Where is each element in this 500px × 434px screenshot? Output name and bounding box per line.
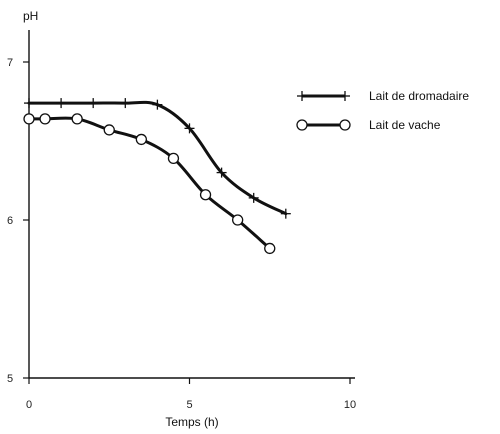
x-tick-label: 0 — [26, 399, 32, 411]
data-point-vache — [71, 113, 83, 125]
data-point-vache — [199, 189, 212, 201]
legend-label-dromadaire: Lait de dromadaire — [369, 89, 469, 103]
y-tick-label: 7 — [7, 57, 13, 69]
data-point-vache — [167, 152, 180, 165]
legend-marker-dromadaire — [340, 91, 350, 101]
y-axis-title: pH — [23, 9, 38, 23]
data-point-dromadaire — [56, 98, 67, 109]
data-point-vache — [231, 214, 244, 226]
legend: Lait de dromadaire Lait de vache — [296, 89, 469, 132]
data-point-vache — [23, 113, 35, 125]
axes: 0 5 10 5 6 7 — [7, 30, 356, 411]
legend-label-vache: Lait de vache — [369, 118, 441, 132]
data-point-dromadaire — [184, 123, 195, 134]
data-point-vache — [103, 124, 115, 136]
legend-item-dromadaire: Lait de dromadaire — [297, 89, 469, 103]
data-point-vache — [135, 133, 148, 146]
series-layer — [23, 98, 291, 255]
series-dromadaire — [24, 98, 291, 219]
data-point-dromadaire — [24, 98, 34, 109]
series-vache — [23, 113, 276, 255]
data-point-dromadaire — [280, 208, 291, 219]
x-axis-title: Temps (h) — [165, 415, 218, 429]
legend-item-vache: Lait de vache — [296, 118, 441, 132]
data-point-dromadaire — [120, 98, 131, 109]
y-tick-label: 6 — [7, 215, 13, 227]
x-tick-label: 10 — [344, 399, 356, 411]
data-point-vache — [39, 113, 51, 125]
data-point-dromadaire — [248, 192, 259, 203]
y-tick-label: 5 — [7, 373, 13, 385]
data-point-vache — [264, 242, 276, 255]
legend-marker-vache — [296, 119, 308, 131]
legend-marker-vache — [339, 119, 351, 131]
legend-marker-dromadaire — [297, 91, 307, 101]
data-point-dromadaire — [88, 98, 99, 109]
axis-ticks: 0 5 10 5 6 7 — [7, 57, 356, 411]
data-point-dromadaire — [216, 167, 227, 178]
x-tick-label: 5 — [186, 399, 192, 411]
data-point-dromadaire — [152, 99, 163, 110]
